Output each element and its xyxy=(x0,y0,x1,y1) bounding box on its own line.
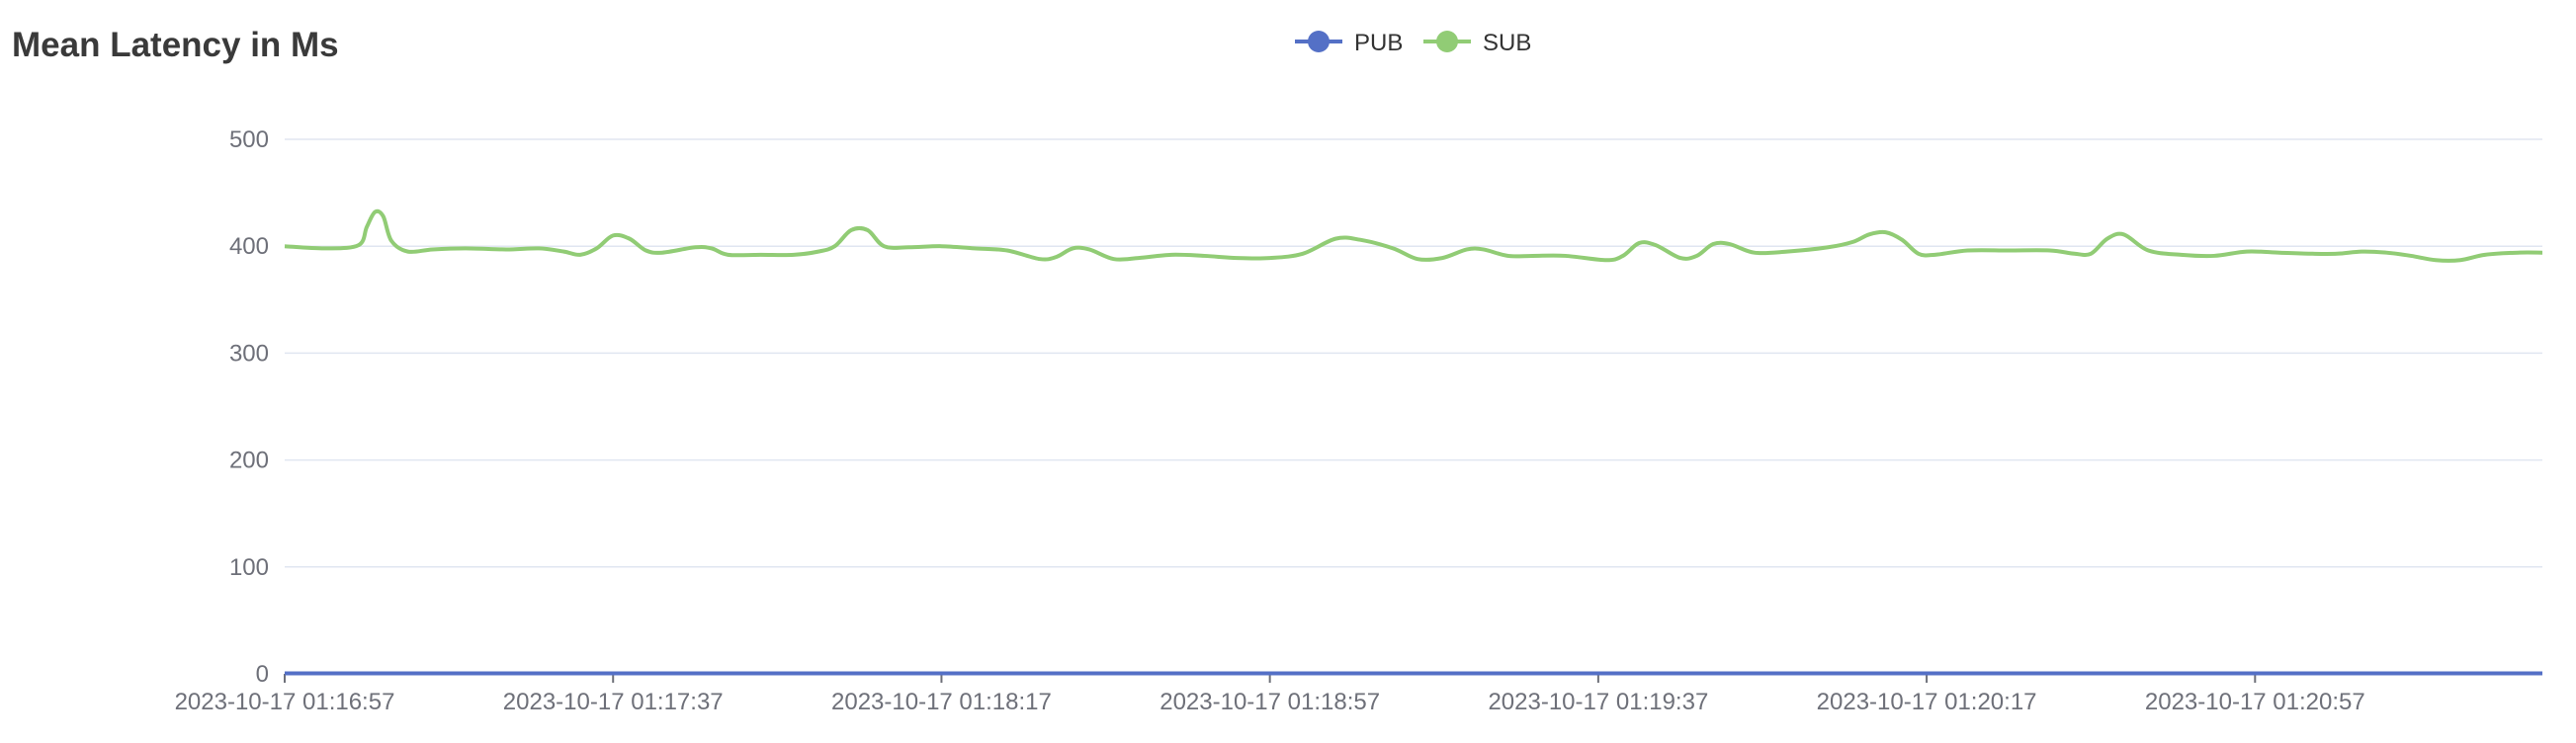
legend-label: SUB xyxy=(1483,30,1531,56)
x-tick-label: 2023-10-17 01:19:37 xyxy=(1488,689,1708,715)
x-tick-label: 2023-10-17 01:18:17 xyxy=(831,689,1052,715)
series-lines xyxy=(284,208,2543,676)
y-gridlines xyxy=(285,138,2542,568)
y-tick-label: 0 xyxy=(256,661,269,688)
y-tick-label: 300 xyxy=(229,340,269,367)
legend-marker xyxy=(1436,31,1458,52)
x-tick-label: 2023-10-17 01:18:57 xyxy=(1159,689,1380,715)
chart-title: Mean Latency in Ms xyxy=(12,26,339,64)
x-tick-label: 2023-10-17 01:16:57 xyxy=(175,689,395,715)
y-tick-label: 500 xyxy=(229,126,269,153)
x-tick-label: 2023-10-17 01:17:37 xyxy=(503,689,724,715)
series-line-sub xyxy=(284,208,2543,263)
legend-item-sub[interactable]: SUB xyxy=(1423,30,1531,56)
legend[interactable]: PUB SUB xyxy=(1295,30,1531,56)
y-tick-label: 100 xyxy=(229,554,269,581)
x-axis: 2023-10-17 01:16:57 2023-10-17 01:17:37 20… xyxy=(175,673,2542,715)
y-tick-label: 400 xyxy=(229,233,269,260)
y-axis-ticks: 0 100 200 300 400 500 xyxy=(229,126,269,688)
x-tick-label: 2023-10-17 01:20:57 xyxy=(2145,689,2365,715)
legend-label: PUB xyxy=(1354,30,1403,56)
legend-item-pub[interactable]: PUB xyxy=(1295,30,1403,56)
x-tick-label: 2023-10-17 01:20:17 xyxy=(1817,689,2037,715)
legend-marker xyxy=(1308,31,1330,52)
y-tick-label: 200 xyxy=(229,448,269,474)
